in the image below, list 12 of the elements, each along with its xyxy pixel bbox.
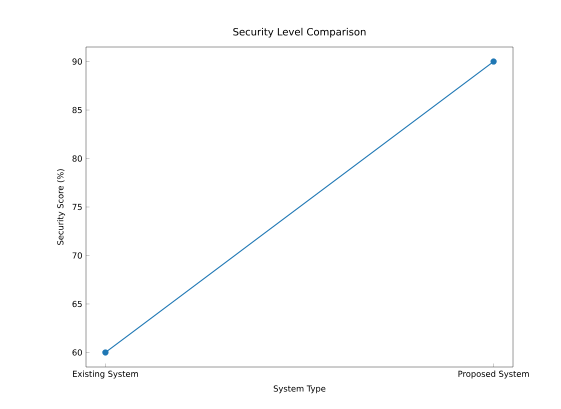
y-tick-label: 85: [72, 106, 82, 114]
chart-title: Security Level Comparison: [233, 28, 366, 38]
y-tick-label: 65: [72, 300, 82, 308]
y-tick-label: 90: [72, 58, 82, 65]
y-tick-label: 75: [72, 204, 82, 210]
y-tick-label: 70: [72, 252, 82, 259]
y-tick-label: 80: [72, 155, 82, 162]
x-tick-label: Existing System: [72, 370, 138, 379]
y-axis-title: Security Score (%): [57, 169, 66, 245]
x-tick-label: Proposed System: [458, 370, 529, 379]
y-tick-label: 60: [72, 349, 82, 356]
x-axis-title: System Type: [274, 385, 326, 394]
